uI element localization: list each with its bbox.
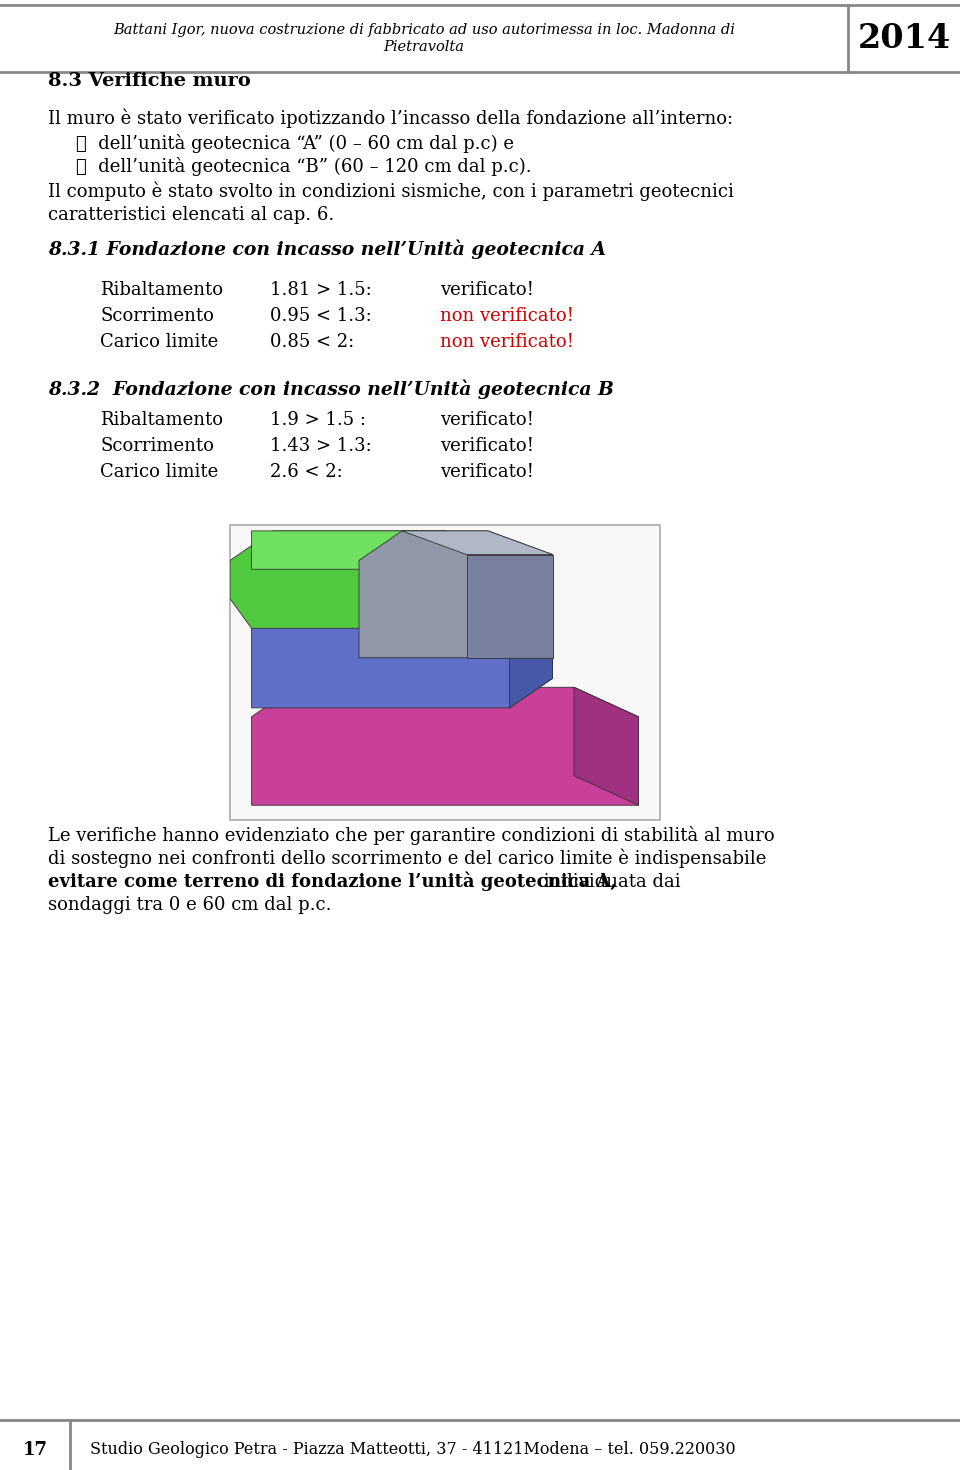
Text: individuata dai: individuata dai <box>538 873 681 891</box>
Text: 1.43 > 1.3:: 1.43 > 1.3: <box>270 437 372 456</box>
Text: di sostegno nei confronti dello scorrimento e del carico limite è indispensabile: di sostegno nei confronti dello scorrime… <box>48 848 766 867</box>
Text: 1.81 > 1.5:: 1.81 > 1.5: <box>270 281 372 298</box>
Text: 17: 17 <box>22 1441 47 1460</box>
Text: ✓  dell’unità geotecnica “B” (60 – 120 cm dal p.c).: ✓ dell’unità geotecnica “B” (60 – 120 cm… <box>76 157 532 176</box>
Text: Scorrimento: Scorrimento <box>100 307 214 325</box>
Text: caratteristici elencati al cap. 6.: caratteristici elencati al cap. 6. <box>48 206 334 223</box>
Text: verificato!: verificato! <box>440 412 534 429</box>
Text: verificato!: verificato! <box>440 437 534 456</box>
Text: Scorrimento: Scorrimento <box>100 437 214 456</box>
Text: Carico limite: Carico limite <box>100 463 218 481</box>
Text: Il computo è stato svolto in condizioni sismiche, con i parametri geotecnici: Il computo è stato svolto in condizioni … <box>48 181 733 201</box>
Text: 0.85 < 2:: 0.85 < 2: <box>270 334 354 351</box>
Polygon shape <box>574 688 638 806</box>
Text: Carico limite: Carico limite <box>100 334 218 351</box>
Text: sondaggi tra 0 e 60 cm dal p.c.: sondaggi tra 0 e 60 cm dal p.c. <box>48 897 331 914</box>
Polygon shape <box>230 531 510 628</box>
Text: evitare come terreno di fondazione l’unità geotecnica A,: evitare come terreno di fondazione l’uni… <box>48 872 616 891</box>
Text: 8.3.1 Fondazione con incasso nell’Unità geotecnica A: 8.3.1 Fondazione con incasso nell’Unità … <box>48 240 606 259</box>
Text: ✓  dell’unità geotecnica “A” (0 – 60 cm dal p.c) e: ✓ dell’unità geotecnica “A” (0 – 60 cm d… <box>76 134 514 153</box>
Text: Battani Igor, nuova costruzione di fabbricato ad uso autorimessa in loc. Madonna: Battani Igor, nuova costruzione di fabbr… <box>113 24 735 53</box>
Polygon shape <box>402 531 553 554</box>
Text: Studio Geologico Petra - Piazza Matteotti, 37 - 41121Modena – tel. 059.220030: Studio Geologico Petra - Piazza Matteott… <box>90 1442 735 1458</box>
Text: non verificato!: non verificato! <box>440 307 574 325</box>
Text: 1.9 > 1.5 :: 1.9 > 1.5 : <box>270 412 366 429</box>
Text: Il muro è stato verificato ipotizzando l’incasso della fondazione all’interno:: Il muro è stato verificato ipotizzando l… <box>48 109 733 128</box>
Text: 8.3 Verifiche muro: 8.3 Verifiche muro <box>48 72 251 90</box>
Bar <box>230 525 660 820</box>
Text: verificato!: verificato! <box>440 281 534 298</box>
Polygon shape <box>510 619 553 709</box>
Text: non verificato!: non verificato! <box>440 334 574 351</box>
Text: Le verifiche hanno evidenziato che per garantire condizioni di stabilità al muro: Le verifiche hanno evidenziato che per g… <box>48 826 775 845</box>
Polygon shape <box>252 531 510 569</box>
Polygon shape <box>252 589 553 709</box>
Text: 2014: 2014 <box>857 22 950 54</box>
Text: 2.6 < 2:: 2.6 < 2: <box>270 463 343 481</box>
Text: Ribaltamento: Ribaltamento <box>100 281 223 298</box>
Text: Ribaltamento: Ribaltamento <box>100 412 223 429</box>
Polygon shape <box>467 554 553 657</box>
Polygon shape <box>359 531 553 657</box>
Text: 8.3.2  Fondazione con incasso nell’Unità geotecnica B: 8.3.2 Fondazione con incasso nell’Unità … <box>48 379 613 398</box>
Text: verificato!: verificato! <box>440 463 534 481</box>
Text: 0.95 < 1.3:: 0.95 < 1.3: <box>270 307 372 325</box>
Polygon shape <box>252 688 638 806</box>
